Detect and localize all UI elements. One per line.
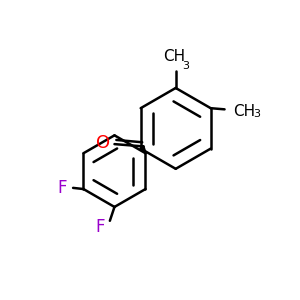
Text: CH: CH [232, 104, 255, 119]
Text: CH: CH [164, 49, 186, 64]
Text: F: F [96, 218, 105, 236]
Text: 3: 3 [253, 110, 260, 119]
Text: 3: 3 [183, 61, 190, 71]
Text: F: F [58, 179, 67, 197]
Text: O: O [96, 134, 110, 152]
